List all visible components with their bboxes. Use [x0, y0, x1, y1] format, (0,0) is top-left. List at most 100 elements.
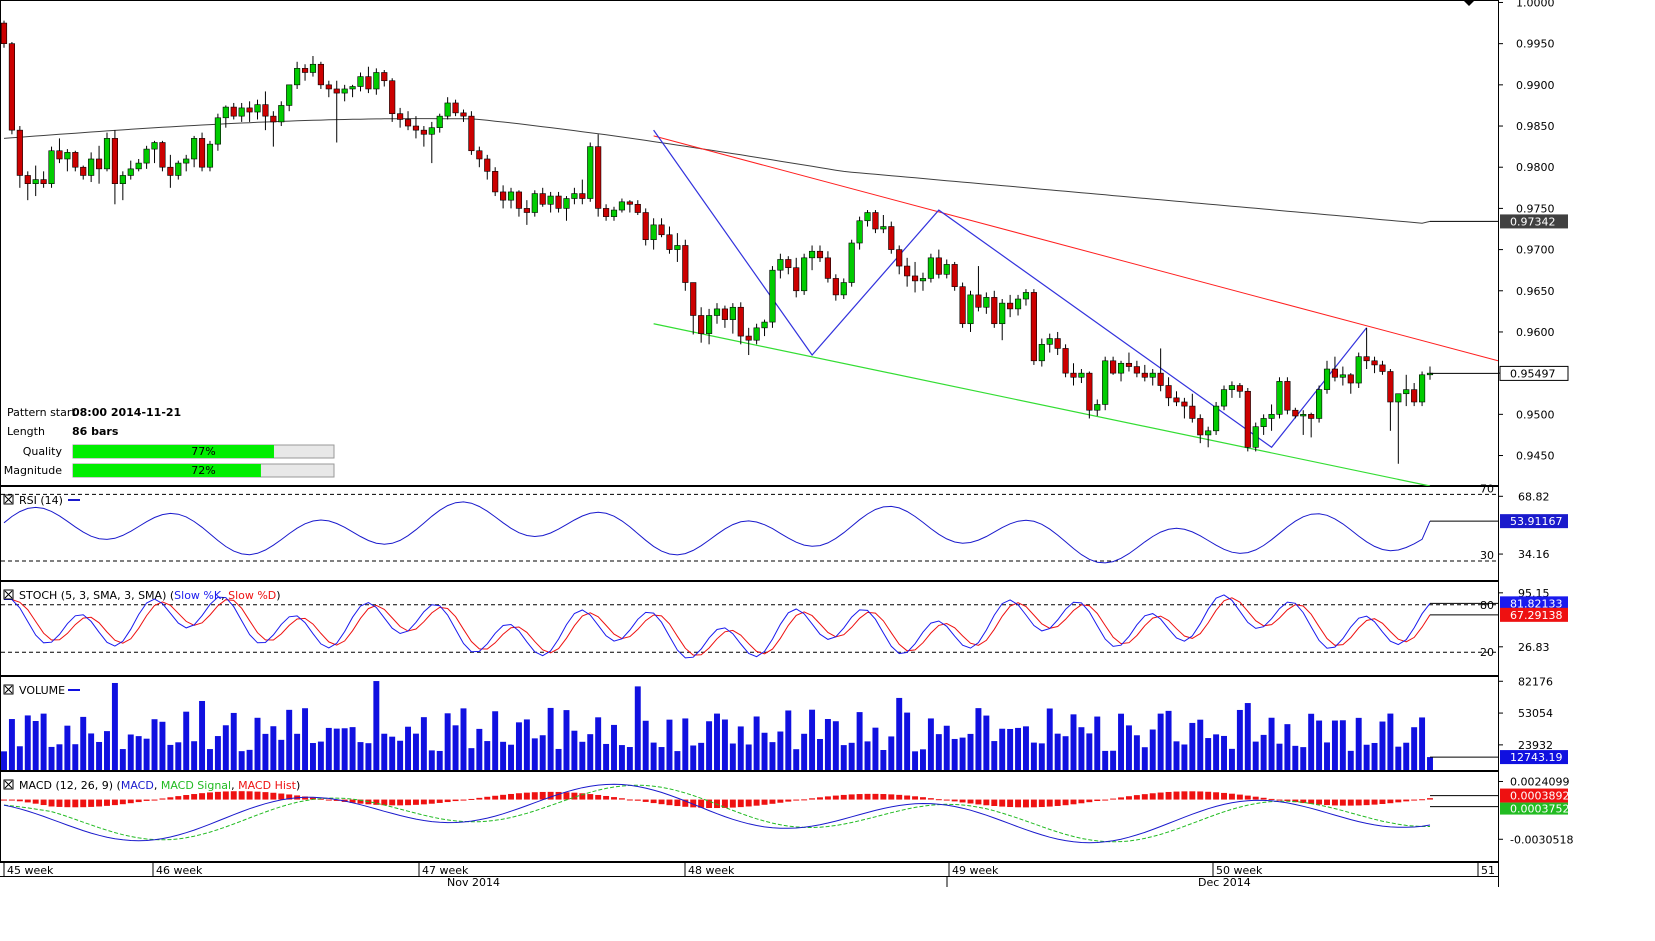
- candlestick: [1007, 302, 1014, 310]
- candlestick: [301, 68, 309, 73]
- candlestick: [1133, 366, 1140, 374]
- volume-bar: [214, 736, 221, 770]
- macd-hist-bar: [333, 799, 340, 801]
- candlestick: [1268, 414, 1275, 419]
- candlestick: [357, 76, 364, 87]
- candlestick: [1030, 292, 1037, 362]
- volume-value-label: 12743.19: [1510, 751, 1563, 764]
- stoch-level-label: 20: [1480, 646, 1494, 659]
- macd-hist-bar: [1046, 799, 1053, 807]
- candlestick: [484, 158, 491, 172]
- price-tick-label: 0.9750: [1516, 202, 1555, 215]
- volume-bar: [135, 736, 142, 770]
- volume-bar: [238, 751, 245, 770]
- macd-hist-bar: [191, 794, 198, 800]
- macd-hist-bar: [24, 799, 31, 803]
- candlestick: [864, 212, 871, 222]
- volume-bar: [1411, 727, 1418, 770]
- macd-hist-bar: [1086, 799, 1093, 803]
- candlestick: [690, 282, 697, 316]
- macd-hist-bar: [1292, 799, 1299, 803]
- volume-bar: [555, 748, 562, 770]
- candlestick: [729, 306, 736, 320]
- volume-tick-label: 82176: [1518, 675, 1553, 688]
- macd-hist-bar: [927, 798, 934, 800]
- volume-bar: [824, 719, 831, 770]
- volume-bar: [618, 745, 625, 770]
- candlestick: [246, 107, 253, 113]
- candlestick: [745, 335, 752, 341]
- candlestick: [793, 267, 800, 292]
- candlestick: [1102, 360, 1109, 405]
- volume-bar: [531, 738, 538, 770]
- macd-hist-bar: [975, 799, 982, 805]
- volume-bar: [935, 734, 942, 770]
- volume-bar: [143, 738, 150, 770]
- candlestick: [40, 179, 47, 184]
- macd-hist-legend: MACD Hist: [238, 779, 297, 792]
- candlestick: [1395, 393, 1402, 403]
- volume-bar: [737, 726, 744, 770]
- volume-bar: [436, 750, 443, 770]
- pattern-info-label: Length: [7, 425, 45, 438]
- volume-bar: [8, 719, 15, 770]
- volume-bar: [1054, 733, 1061, 770]
- volume-bar: [183, 711, 190, 770]
- macd-hist-bar: [1363, 799, 1370, 806]
- macd-sep: ,: [154, 779, 161, 792]
- macd-hist-bar: [1371, 799, 1378, 805]
- candlestick: [452, 102, 459, 114]
- rsi-value-box: [1500, 514, 1568, 529]
- macd-legend: MACD: [121, 779, 154, 792]
- macd-hist-bar: [325, 799, 332, 801]
- candlestick: [373, 72, 380, 90]
- macd-hist-bar: [880, 794, 887, 800]
- macd-hist-bar: [737, 799, 744, 808]
- volume-bar: [904, 712, 911, 770]
- macd-hist-bar: [912, 796, 919, 800]
- macd-hist-bar: [56, 799, 63, 807]
- macd-hist-bar: [1213, 792, 1220, 800]
- macd-hist-bar: [476, 797, 483, 800]
- macd-hist-bar: [1276, 799, 1283, 801]
- candlestick: [381, 72, 388, 82]
- macd-hist-bar: [1022, 799, 1029, 808]
- volume-bar: [761, 732, 768, 770]
- macd-signal-legend: MACD Signal: [161, 779, 231, 792]
- candlestick: [1086, 372, 1093, 411]
- volume-bar: [1403, 742, 1410, 770]
- volume-bar: [1292, 745, 1299, 770]
- macd-hist-bar: [48, 799, 55, 807]
- volume-bar: [967, 733, 974, 770]
- volume-bar: [199, 700, 206, 770]
- candlestick: [151, 142, 158, 150]
- volume-bar: [127, 734, 134, 770]
- candlestick: [1228, 385, 1236, 390]
- volume-bar: [1062, 736, 1069, 770]
- volume-bar: [48, 746, 55, 770]
- volume-bar: [547, 707, 554, 770]
- macd-hist-bar: [1221, 792, 1227, 800]
- candlestick: [254, 104, 261, 113]
- macd-hist-bar: [104, 799, 110, 806]
- macd-hist-bar: [1308, 799, 1315, 804]
- macd-hist-bar: [547, 791, 554, 800]
- volume-bar: [1022, 726, 1029, 770]
- macd-hist-bar: [412, 799, 419, 805]
- volume-bar: [64, 725, 71, 770]
- candlestick: [959, 286, 966, 325]
- macd-hist-bar: [967, 799, 974, 804]
- macd-hist-bar: [666, 799, 673, 806]
- candlestick: [1173, 397, 1180, 403]
- volume-bar: [595, 717, 602, 770]
- macd-hist-bar: [745, 799, 752, 807]
- macd-hist-bar: [1403, 799, 1410, 802]
- candlestick: [206, 143, 214, 168]
- macd-hist-bar: [207, 792, 213, 800]
- volume-bar: [381, 733, 388, 770]
- stoch-k-value-label: 81.82133: [1510, 597, 1563, 610]
- candlestick: [1117, 362, 1125, 374]
- volume-bar: [848, 742, 855, 770]
